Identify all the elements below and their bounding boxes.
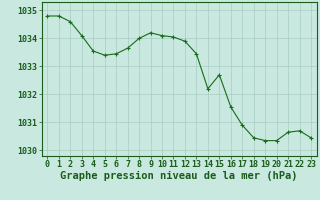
X-axis label: Graphe pression niveau de la mer (hPa): Graphe pression niveau de la mer (hPa) xyxy=(60,171,298,181)
